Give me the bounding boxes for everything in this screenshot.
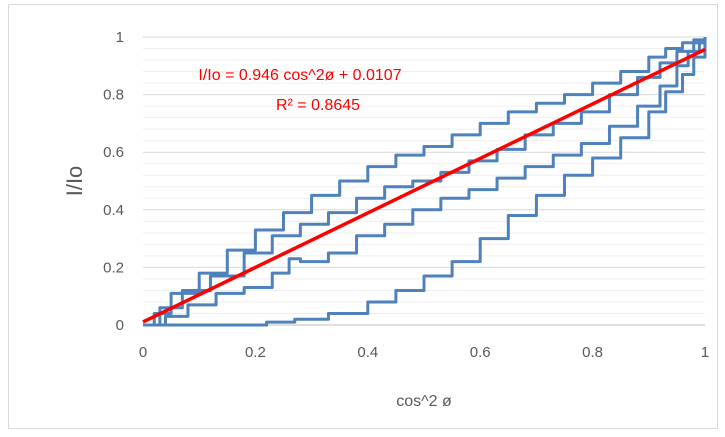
data-series-line-2 xyxy=(143,37,707,327)
linear-trendline xyxy=(142,47,706,324)
y-tick-label: 1 xyxy=(116,29,124,46)
y-tick-label: 0.2 xyxy=(103,259,124,276)
x-tick-label: 0.2 xyxy=(245,344,266,361)
data-series-line-4 xyxy=(143,37,707,327)
y-tick-label: 0.4 xyxy=(103,202,124,219)
y-tick-label: 0 xyxy=(116,317,124,334)
r-squared-label: R² = 0.8645 xyxy=(276,97,360,114)
data-series-group xyxy=(143,37,707,327)
x-tick-labels: 0 0.2 0.4 0.6 0.8 1 xyxy=(139,344,709,361)
data-series-line-1 xyxy=(143,37,707,327)
trendline-group xyxy=(142,47,706,324)
x-tick-label: 0 xyxy=(139,344,147,361)
y-axis-title: I/Io xyxy=(62,166,87,197)
x-axis-title: cos^2 ø xyxy=(396,393,452,410)
y-tick-labels: 0 0.2 0.4 0.6 0.8 1 xyxy=(103,29,124,334)
y-tick-label: 0.6 xyxy=(103,144,124,161)
y-tick-label: 0.8 xyxy=(103,87,124,104)
x-tick-label: 0.4 xyxy=(357,344,378,361)
x-tick-label: 0.8 xyxy=(582,344,603,361)
trendline-equation: I/Io = 0.946 cos^2ø + 0.0107 xyxy=(198,67,401,84)
x-tick-label: 0.6 xyxy=(470,344,491,361)
data-series-line-3 xyxy=(143,37,707,327)
x-tick-label: 1 xyxy=(701,344,709,361)
